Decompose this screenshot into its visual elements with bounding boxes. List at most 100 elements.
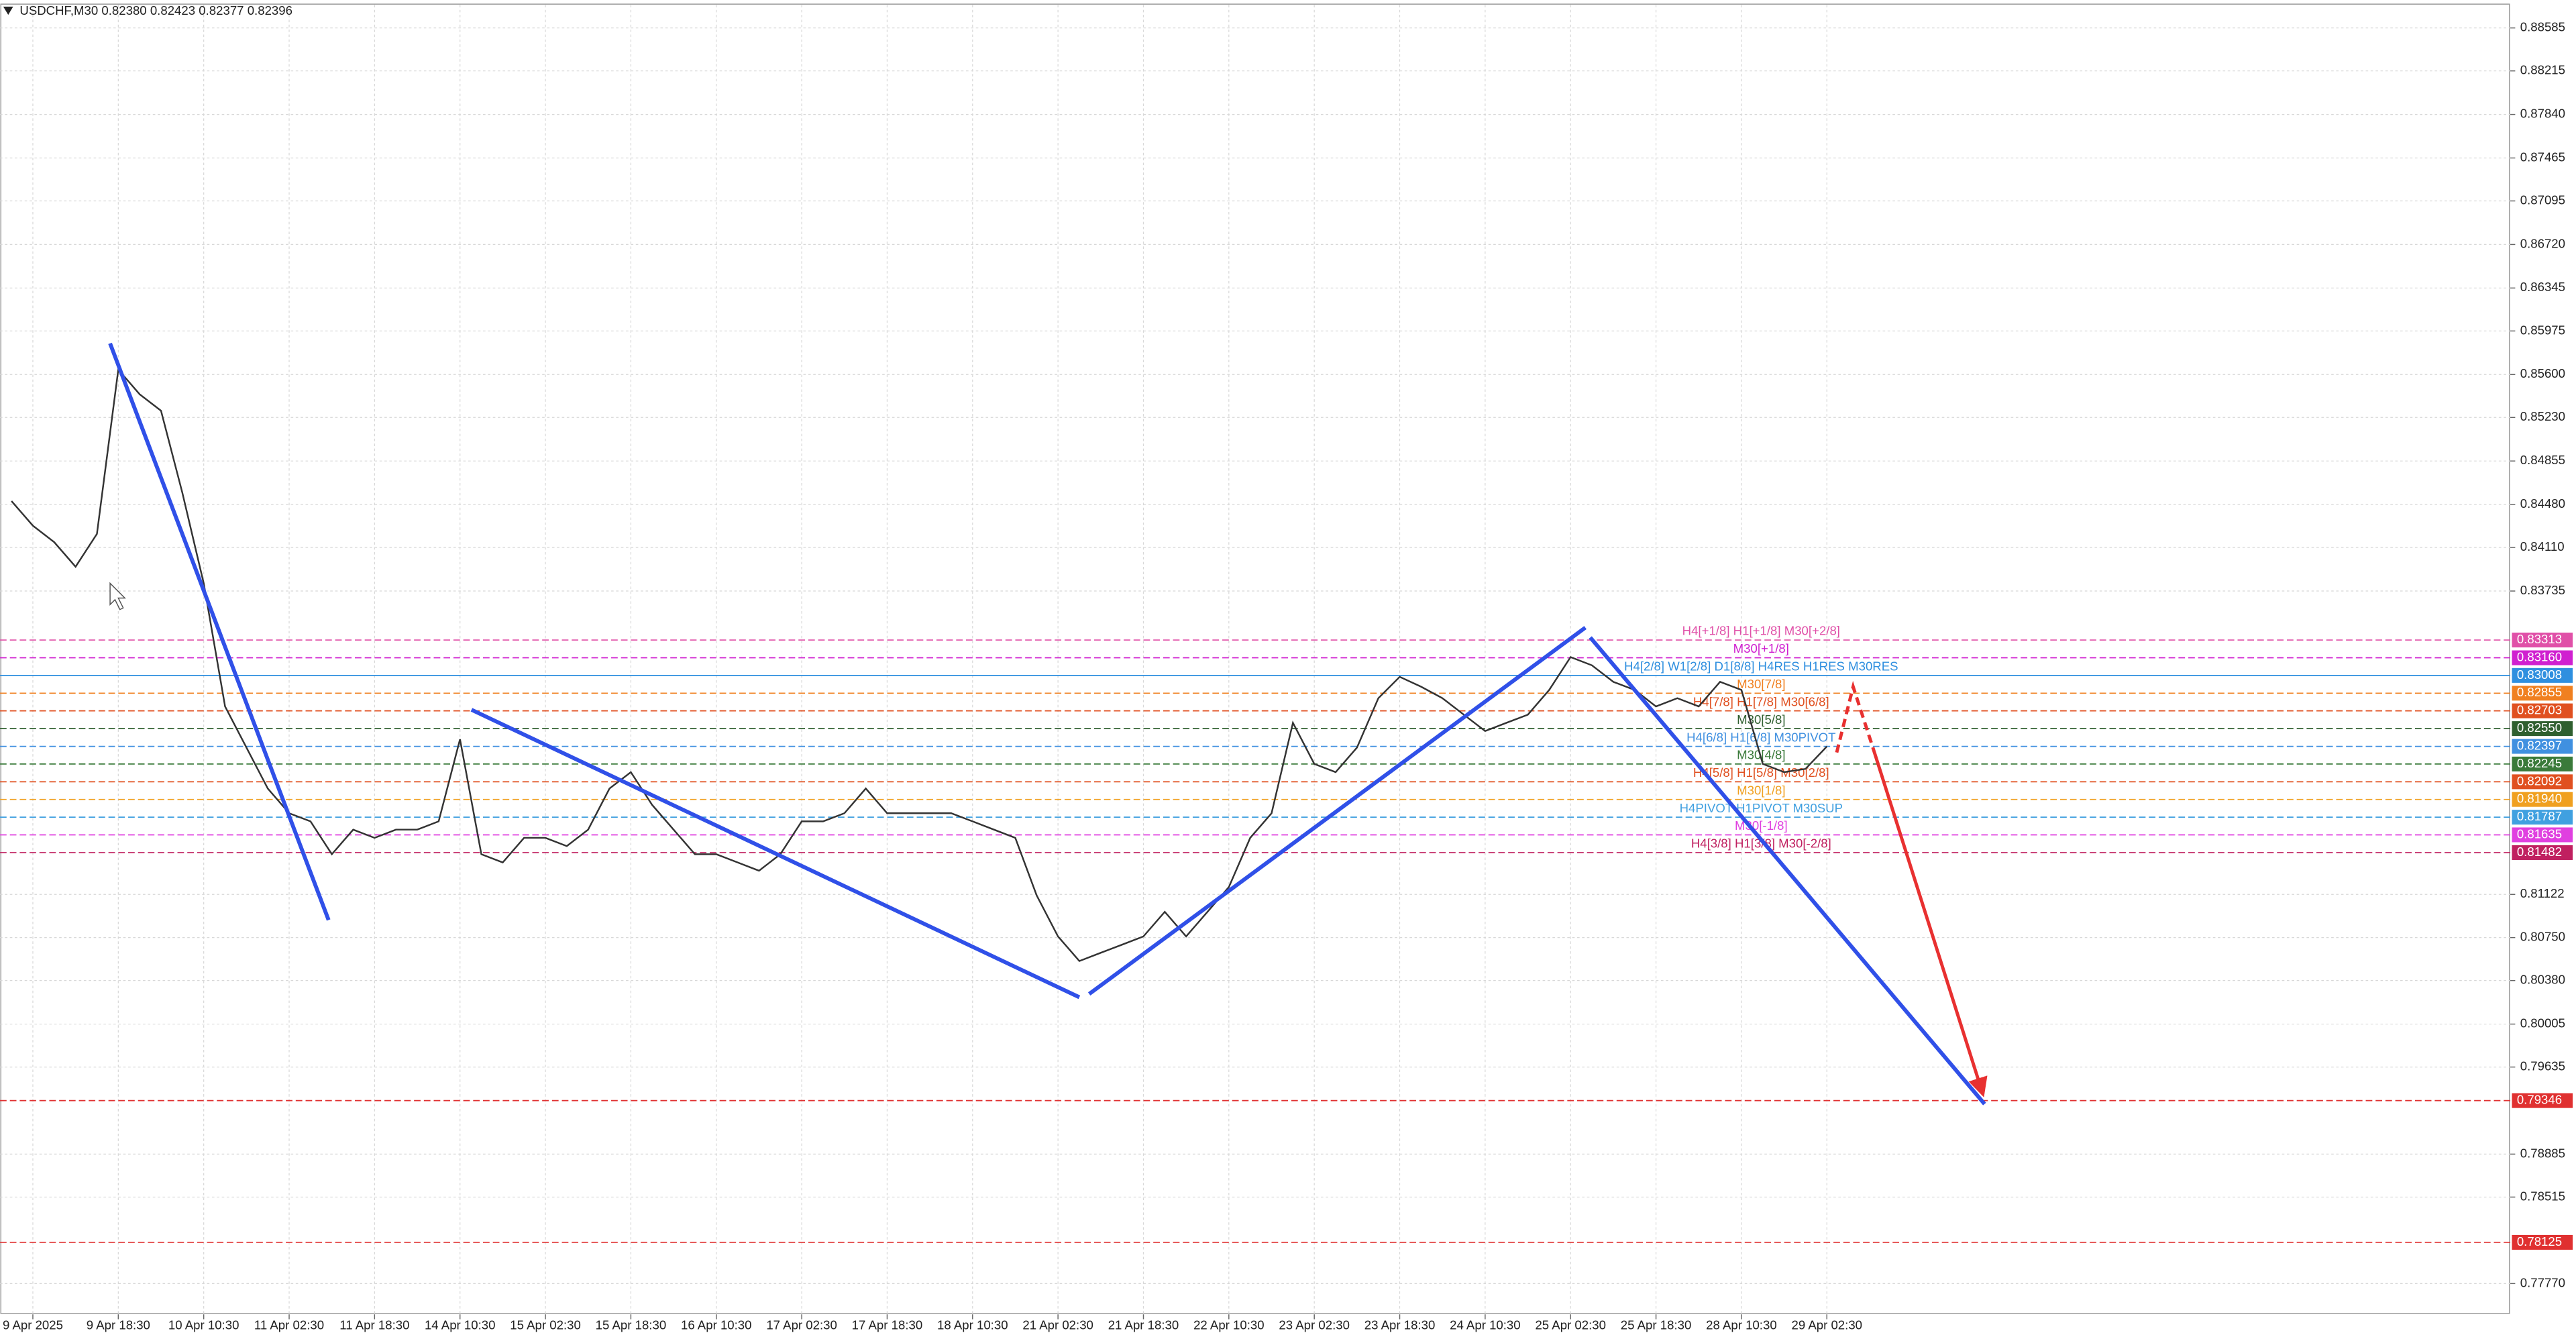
projection [1835, 680, 1988, 1097]
header: USDCHF,M30 0.82380 0.82423 0.82377 0.823… [19, 3, 292, 17]
level-tag-label: 0.81787 [2517, 809, 2562, 823]
projection-dashed [1835, 680, 1875, 753]
y-tick-label: 0.80380 [2520, 973, 2565, 987]
y-tick-label: 0.87465 [2520, 150, 2565, 164]
level-tag-label: 0.81940 [2517, 792, 2562, 806]
menu-triangle[interactable] [3, 6, 13, 15]
y-tick-label: 0.88585 [2520, 20, 2565, 34]
trend-line [108, 342, 331, 921]
level-tag-label: 0.82550 [2517, 720, 2562, 735]
y-tick-label: 0.87840 [2520, 107, 2565, 121]
x-tick-label: 28 Apr 10:30 [1706, 1318, 1777, 1332]
x-tick-label: 15 Apr 18:30 [596, 1318, 667, 1332]
y-tick-label: 0.80005 [2520, 1016, 2565, 1030]
level-tag [2512, 667, 2573, 683]
x-tick-label: 11 Apr 02:30 [254, 1318, 324, 1332]
x-tick-label: 18 Apr 10:30 [937, 1318, 1008, 1332]
y-tick-label: 0.87095 [2520, 193, 2565, 207]
x-tick-label: 29 Apr 02:30 [1791, 1318, 1862, 1332]
level-tag-label: 0.78125 [2517, 1234, 2562, 1248]
y-tick-label: 0.85600 [2520, 366, 2565, 380]
trend-lines [108, 342, 1986, 1106]
level-tag-label: 0.82703 [2517, 703, 2562, 717]
level-tag-label: 0.82092 [2517, 773, 2562, 788]
trend-line [470, 708, 1081, 1000]
level-tag [2512, 703, 2573, 718]
y-tick-label: 0.86345 [2520, 280, 2565, 294]
x-tick-label: 21 Apr 18:30 [1108, 1318, 1179, 1332]
x-tick-label: 25 Apr 02:30 [1535, 1318, 1606, 1332]
level-tag [2512, 650, 2573, 665]
level-tag-label: 0.82245 [2517, 756, 2562, 770]
level-annotation: M30[1/8] [1737, 783, 1785, 797]
level-annotation: H4[3/8] H1[3/8] M30[-2/8] [1691, 837, 1831, 851]
x-tick-label: 24 Apr 10:30 [1450, 1318, 1521, 1332]
level-tag-label: 0.83160 [2517, 649, 2562, 663]
level-tag-label: 0.81635 [2517, 826, 2562, 841]
x-tick-label: 9 Apr 18:30 [87, 1318, 150, 1332]
series [11, 368, 1828, 963]
cursor [109, 582, 126, 610]
trend-line [1589, 636, 1986, 1106]
y-tick-label: 0.79635 [2520, 1059, 2565, 1073]
y-tick-label: 0.81122 [2520, 886, 2565, 900]
level-tag [2512, 756, 2573, 771]
level-tag [2512, 792, 2573, 807]
y-tick-label: 0.85230 [2520, 409, 2565, 423]
level-annotation: H4[2/8] W1[2/8] D1[8/8] H4RES H1RES M30R… [1624, 659, 1898, 674]
level-tag-label: 0.79346 [2517, 1093, 2562, 1107]
trend-line [1087, 626, 1587, 996]
level-tag [2512, 739, 2573, 754]
y-tick-label: 0.88215 [2520, 63, 2565, 77]
x-tick-label: 17 Apr 02:30 [766, 1318, 837, 1332]
level-tag-label: 0.81482 [2517, 845, 2562, 859]
x-tick-label: 25 Apr 18:30 [1621, 1318, 1692, 1332]
x-tick-label: 15 Apr 02:30 [510, 1318, 581, 1332]
level-tag [2512, 845, 2573, 860]
level-annotation: M30[7/8] [1737, 677, 1785, 691]
level-tag-label: 0.82855 [2517, 685, 2562, 699]
level-tag [2512, 1093, 2573, 1108]
y-tick-label: 0.84480 [2520, 496, 2565, 511]
x-tick-label: 23 Apr 18:30 [1364, 1318, 1436, 1332]
level-tag [2512, 686, 2573, 701]
x-tick-label: 16 Apr 10:30 [681, 1318, 752, 1332]
y-tick-label: 0.77770 [2520, 1275, 2565, 1289]
x-tick-label: 11 Apr 18:30 [339, 1318, 409, 1332]
level-tag-label: 0.82397 [2517, 739, 2562, 753]
level-tag [2512, 827, 2573, 843]
levels: 0.83313 H4[+1/8] H1[+1/8] M30[+2/8] 0.8316… [0, 624, 2573, 1250]
level-annotation: H4[+1/8] H1[+1/8] M30[+2/8] [1682, 624, 1840, 638]
x-tick-label: 21 Apr 02:30 [1022, 1318, 1093, 1332]
level-tag-label: 0.83313 [2517, 632, 2562, 646]
grid: 0.88585 0.88215 0.87840 0.87465 0.87095 0.867… [0, 5, 2565, 1332]
x-tick-label: 17 Apr 18:30 [852, 1318, 923, 1332]
level-tag [2512, 1234, 2573, 1250]
y-tick-label: 0.80750 [2520, 930, 2565, 944]
level-tag-label: 0.83008 [2517, 667, 2562, 682]
x-tick-label: 23 Apr 02:30 [1279, 1318, 1350, 1332]
level-annotation: H4[5/8] H1[5/8] M30[2/8] [1693, 765, 1829, 780]
level-annotation: M30[4/8] [1737, 748, 1785, 762]
y-tick-label: 0.78885 [2520, 1146, 2565, 1160]
y-tick-label: 0.86720 [2520, 236, 2565, 250]
price-line [11, 368, 1828, 963]
projection-arrow [1871, 747, 1988, 1097]
level-tag [2512, 810, 2573, 825]
level-tag [2512, 633, 2573, 648]
level-annotation: M30[+1/8] [1733, 641, 1789, 655]
y-tick-label: 0.83735 [2520, 583, 2565, 597]
level-tag [2512, 774, 2573, 790]
y-tick-label: 0.85975 [2520, 323, 2565, 337]
level-annotation: H4[6/8] H1[6/8] M30PIVOT [1686, 730, 1835, 744]
level-annotation: M30[5/8] [1737, 712, 1785, 727]
x-tick-label: 9 Apr 2025 [3, 1318, 63, 1332]
level-annotation: H4PIVOT H1PIVOT M30SUP [1680, 801, 1843, 815]
level-tag [2512, 721, 2573, 737]
y-tick-label: 0.84855 [2520, 453, 2565, 467]
y-tick-label: 0.78515 [2520, 1189, 2565, 1203]
x-tick-label: 14 Apr 10:30 [425, 1318, 496, 1332]
x-tick-label: 22 Apr 10:30 [1193, 1318, 1265, 1332]
level-annotation: H4[7/8] H1[7/8] M30[6/8] [1693, 694, 1829, 708]
